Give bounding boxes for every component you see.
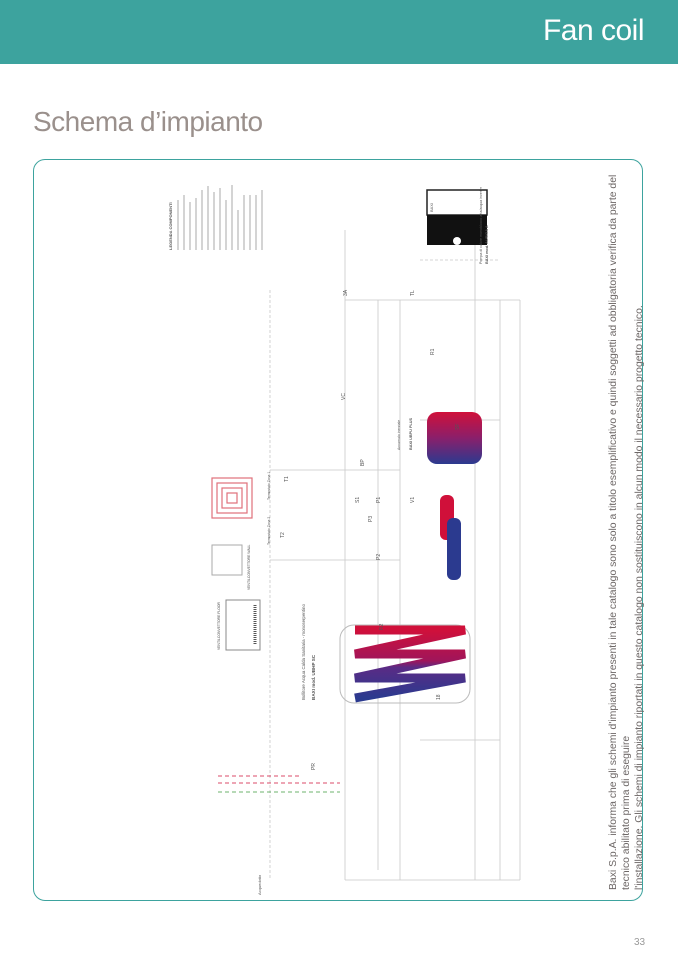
thermostat-zone1-label: Termostato Zona 1 [267,472,271,500]
heat-pump-brand: BAXI [429,203,434,212]
pipes [269,230,521,881]
hydraulic-separator [440,495,461,580]
code-pr: PR [311,763,317,770]
fancoil-floor: VENTILCONVETTORE FLOOR [217,599,261,651]
page-number: 33 [634,937,646,948]
header-bar: Fan coil [0,0,678,64]
code-p1: P1 [376,497,382,503]
disclaimer-text: Baxi S.p.A. informa che gli schemi d'imp… [607,170,646,890]
heat-pump-label: Pompa di calore monoblocco aria/acqua in… [479,186,483,264]
code-r1: R1 [430,348,436,355]
diagram-frame [33,159,643,901]
code-s1: S1 [355,497,361,503]
page-title: Schema d’impianto [33,106,263,137]
code-vc: VC [341,393,347,400]
code-r2: R2 [379,623,385,630]
fancoil-wall-label: VENTILCONVETTORE WALL [247,544,251,590]
section-title: Fan coil [542,14,645,47]
fancoil-floor-label: VENTILCONVETTORE FLOOR [217,601,221,650]
thermostat-zone2-label: Termostato Zona 2 [267,517,271,545]
fancoil-wall: VENTILCONVETTORE WALL [211,544,251,590]
code-tl: TL [410,290,416,296]
code-t2: T2 [280,532,286,538]
service-lines [218,775,340,793]
disclaimer-line-1: Baxi S.p.A. informa che gli schemi d'imp… [608,174,632,890]
disclaimer-line-2: l'installazione. Gli schemi di impianto … [634,305,645,890]
water-mains-label: Acquedotto [257,874,262,895]
legend-title: LEGENDA COMPONENTI [168,202,173,250]
component-codes: T1 T2 P1 P2 P3 V1 S1 R2 18 VC R1 SF PR 3… [280,289,461,770]
heat-pump-unit: BAXI Pompa di calore monoblocco aria/acq… [426,186,489,264]
code-18: 18 [436,694,442,700]
code-t1: T1 [284,476,290,482]
dhw-storage-tank: Bollitore Acqua Calda Sanitaria - monose… [301,604,471,704]
buffer-tank: Accumulo inerziale BAXI UBPU PLUS [397,412,482,464]
code-p3: P3 [368,516,374,522]
code-p2: P2 [376,554,382,560]
floor-heating-coil [211,477,253,519]
code-bp: BP [360,459,366,466]
legend: LEGENDA COMPONENTI [168,185,263,250]
buffer-tank-label: Accumulo inerziale [397,420,401,450]
buffer-tank-model: BAXI UBPU PLUS [409,417,413,450]
storage-tank-model: BAXI mod. UBHP SC [311,654,316,700]
storage-tank-label: Bollitore Acqua Calda Sanitaria - monose… [301,604,306,700]
code-v1: V1 [410,497,416,503]
heat-pump-model: BAXI mod. AURIGA A [485,225,489,264]
code-3a: 3A [343,289,349,296]
code-sf: SF [455,424,461,430]
